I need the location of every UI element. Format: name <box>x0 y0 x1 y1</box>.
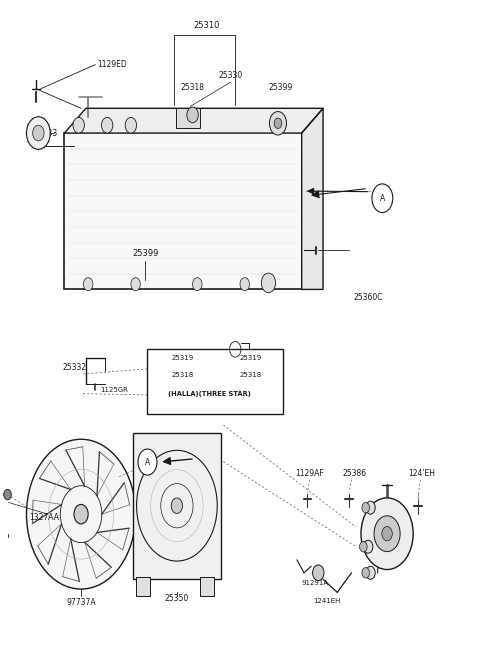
Circle shape <box>261 273 276 292</box>
Text: A: A <box>380 194 385 203</box>
Circle shape <box>372 184 393 213</box>
Text: 25318: 25318 <box>180 83 204 92</box>
Text: 91291A: 91291A <box>301 579 329 585</box>
Circle shape <box>26 440 136 589</box>
Circle shape <box>362 568 370 578</box>
Circle shape <box>366 566 375 579</box>
Circle shape <box>363 540 373 553</box>
Text: 25318: 25318 <box>240 373 262 378</box>
Text: 25399: 25399 <box>132 249 158 258</box>
Text: 1129AF: 1129AF <box>296 468 324 478</box>
Circle shape <box>360 541 367 552</box>
Circle shape <box>269 112 287 135</box>
Text: 25360C: 25360C <box>354 293 384 302</box>
Circle shape <box>84 278 93 290</box>
Polygon shape <box>301 108 323 290</box>
Bar <box>147 350 283 415</box>
Text: 1129ED: 1129ED <box>97 60 127 69</box>
Text: 25333: 25333 <box>34 129 58 137</box>
Text: 25319: 25319 <box>171 355 193 361</box>
Bar <box>176 108 200 128</box>
Circle shape <box>4 489 12 500</box>
Text: 1241EH: 1241EH <box>313 598 341 604</box>
Circle shape <box>73 118 84 133</box>
Circle shape <box>382 526 392 541</box>
Circle shape <box>125 118 137 133</box>
Circle shape <box>131 278 140 290</box>
Polygon shape <box>64 108 323 133</box>
Text: 25350: 25350 <box>165 595 189 603</box>
Circle shape <box>374 516 400 552</box>
Text: 97737A: 97737A <box>66 598 96 606</box>
Circle shape <box>192 278 202 290</box>
Text: 1327AA: 1327AA <box>29 513 59 522</box>
Text: 25399: 25399 <box>268 83 293 92</box>
Circle shape <box>187 107 198 123</box>
Circle shape <box>138 449 157 475</box>
Circle shape <box>362 503 370 513</box>
Text: 25318: 25318 <box>171 373 193 378</box>
Text: 25386: 25386 <box>342 468 366 478</box>
Bar <box>133 433 221 579</box>
Bar <box>136 578 150 596</box>
Text: 25332: 25332 <box>62 363 86 372</box>
Bar <box>200 578 214 596</box>
Circle shape <box>33 125 44 141</box>
Circle shape <box>312 565 324 581</box>
Circle shape <box>274 118 282 129</box>
Circle shape <box>137 450 217 561</box>
Circle shape <box>101 118 113 133</box>
Text: 25310: 25310 <box>193 21 220 30</box>
Text: 25319: 25319 <box>240 355 262 361</box>
Text: 25330: 25330 <box>218 71 242 80</box>
Circle shape <box>74 505 88 524</box>
Text: A: A <box>145 457 150 466</box>
Circle shape <box>26 117 50 149</box>
Circle shape <box>240 278 250 290</box>
Text: 124'EH: 124'EH <box>408 468 435 478</box>
Bar <box>64 133 301 290</box>
Text: 1125GR: 1125GR <box>100 388 128 394</box>
Text: (HALLA)(THREE STAR): (HALLA)(THREE STAR) <box>168 391 251 397</box>
Circle shape <box>171 498 182 513</box>
Circle shape <box>361 498 413 570</box>
Circle shape <box>366 501 375 514</box>
